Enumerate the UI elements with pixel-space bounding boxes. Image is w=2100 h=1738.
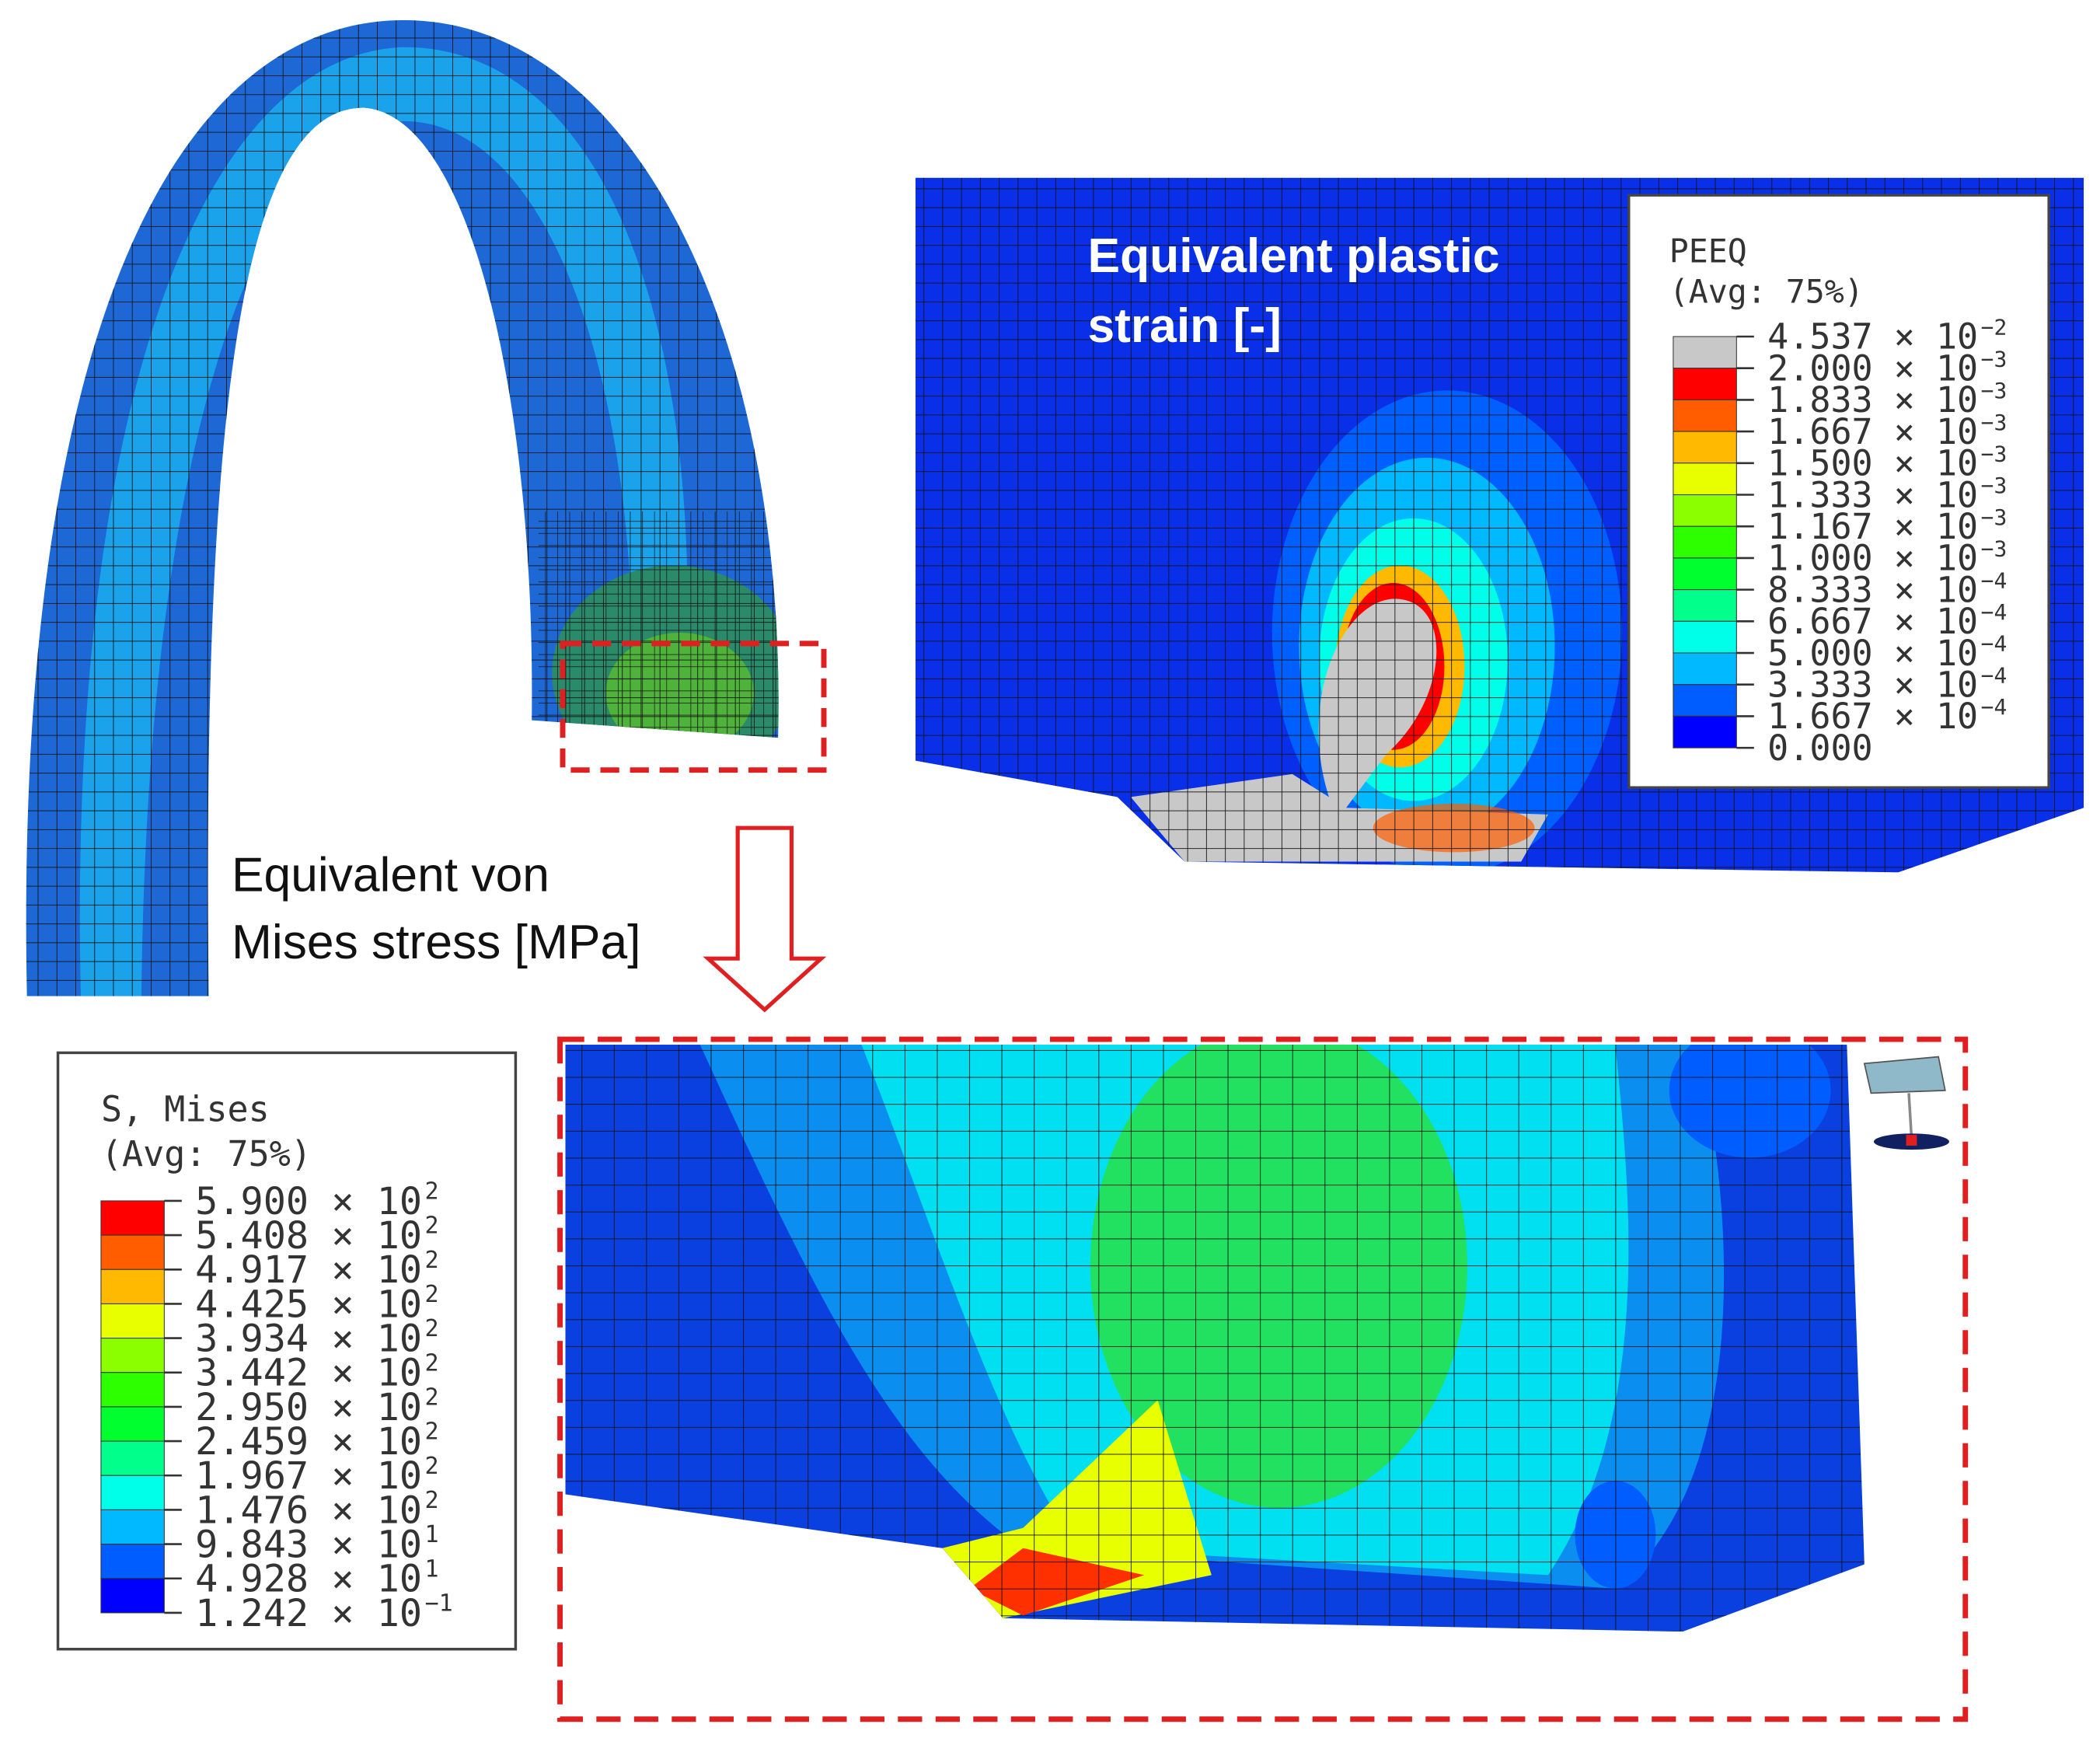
legend-band xyxy=(100,1406,165,1442)
legend-band xyxy=(100,1200,165,1236)
legend-band xyxy=(1673,589,1737,622)
legend-label: 0.000 xyxy=(1767,728,1873,769)
legend-band xyxy=(1673,620,1737,654)
strain-label: Equivalent plastic xyxy=(1087,229,1499,283)
legend-label: 1.967 × 10 xyxy=(195,1454,422,1498)
legend-subtitle: (Avg: 75%) xyxy=(101,1133,312,1174)
legend-exponent: 2 xyxy=(425,1384,439,1412)
legend-band xyxy=(1673,684,1737,717)
legend-band xyxy=(100,1338,165,1373)
legend-exponent: 2 xyxy=(425,1349,439,1377)
stress-label: Equivalent von xyxy=(232,849,549,902)
stress-model xyxy=(565,1045,1865,1632)
legend-exponent: −1 xyxy=(425,1590,453,1617)
legend-exponent: 2 xyxy=(425,1247,439,1274)
legend-label: 1.000 × 10 xyxy=(1767,538,1978,579)
legend-label: 3.442 × 10 xyxy=(195,1352,422,1395)
zoom-box xyxy=(557,1036,1969,1722)
legend-label: 1.476 × 10 xyxy=(195,1488,422,1532)
legend-band xyxy=(100,1372,165,1408)
legend-band xyxy=(100,1303,165,1339)
legend-exponent: −3 xyxy=(1981,346,2008,372)
legend-label: 1.667 × 10 xyxy=(1767,411,1978,452)
legend-exponent: 2 xyxy=(425,1453,439,1480)
legend-band xyxy=(1673,462,1737,496)
legend-label: 2.459 × 10 xyxy=(195,1420,422,1464)
legend-exponent: 2 xyxy=(425,1281,439,1308)
legend-exponent: −3 xyxy=(1981,441,2008,467)
legend-label: 5.000 × 10 xyxy=(1767,633,1978,674)
strain-label: strain [-] xyxy=(1087,299,1281,353)
legend-label: 2.000 × 10 xyxy=(1767,347,1978,389)
legend-band xyxy=(1673,368,1737,400)
legend-exponent: −3 xyxy=(1981,536,2008,562)
zoom-box xyxy=(560,640,827,773)
legend-label: 3.934 × 10 xyxy=(195,1317,422,1361)
mises-legend: S, Mises (Avg: 75%) 5.900 × 10 25.408 × 1… xyxy=(56,1051,518,1651)
legend-label: 5.408 × 10 xyxy=(195,1214,422,1258)
legend-band xyxy=(1673,399,1737,432)
legend-label: 1.500 × 10 xyxy=(1767,443,1978,484)
legend-exponent: 2 xyxy=(425,1315,439,1342)
legend-band xyxy=(100,1475,165,1510)
legend-label: 6.667 × 10 xyxy=(1767,601,1978,642)
legend-exponent: 1 xyxy=(425,1521,439,1548)
legend-exponent: −4 xyxy=(1981,567,2008,593)
legend-subtitle: (Avg: 75%) xyxy=(1669,273,1864,311)
legend-band xyxy=(1673,525,1737,559)
legend-exponent: −4 xyxy=(1981,694,2008,720)
legend-label: 2.950 × 10 xyxy=(195,1386,422,1429)
legend-exponent: −3 xyxy=(1981,378,2008,403)
legend-exponent: 2 xyxy=(425,1419,439,1446)
legend-band xyxy=(1673,431,1737,464)
legend-band xyxy=(1673,336,1737,369)
orientation-triad xyxy=(1863,1056,1949,1150)
legend-band xyxy=(1673,652,1737,686)
legend-band xyxy=(1673,494,1737,527)
legend-band xyxy=(100,1544,165,1579)
legend-label: 5.900 × 10 xyxy=(195,1180,422,1223)
legend-label: 8.333 × 10 xyxy=(1767,569,1978,610)
legend-band xyxy=(1673,557,1737,591)
legend-band xyxy=(1673,715,1737,749)
legend-exponent: 1 xyxy=(425,1555,439,1583)
legend-exponent: −4 xyxy=(1981,662,2008,688)
legend-band xyxy=(100,1578,165,1614)
legend-exponent: 2 xyxy=(425,1213,439,1240)
legend-exponent: −3 xyxy=(1981,410,2008,435)
legend-exponent: −4 xyxy=(1981,599,2008,625)
legend-label: 4.917 × 10 xyxy=(195,1248,422,1292)
legend-band xyxy=(100,1269,165,1304)
legend-exponent: −3 xyxy=(1981,473,2008,498)
legend-label: 9.843 × 10 xyxy=(195,1523,422,1567)
legend-band xyxy=(100,1234,165,1270)
legend-exponent: 2 xyxy=(425,1487,439,1514)
legend-label: 1.167 × 10 xyxy=(1767,506,1978,547)
legend-label: 1.833 × 10 xyxy=(1767,379,1978,421)
legend-label: 1.333 × 10 xyxy=(1767,474,1978,515)
legend-label: 1.667 × 10 xyxy=(1767,696,1978,737)
legend-exponent: −4 xyxy=(1981,631,2008,657)
legend-exponent: 2 xyxy=(425,1178,439,1206)
legend-exponent: −3 xyxy=(1981,504,2008,530)
legend-exponent: −2 xyxy=(1981,315,2008,340)
legend-label: 3.333 × 10 xyxy=(1767,664,1978,705)
arrow xyxy=(703,825,827,1013)
legend-band xyxy=(100,1440,165,1476)
legend-title: PEEQ xyxy=(1669,232,1747,270)
legend-band xyxy=(100,1509,165,1545)
stress-label: Mises stress [MPa] xyxy=(232,916,641,969)
legend-title: S, Mises xyxy=(101,1089,270,1130)
legend-label: 4.425 × 10 xyxy=(195,1283,422,1326)
peeq-legend: PEEQ (Avg: 75%) 4.537 × 10 −22.000 × 10 −3… xyxy=(1627,194,2050,789)
legend-label: 4.928 × 10 xyxy=(195,1558,422,1601)
legend-label: 4.537 × 10 xyxy=(1767,316,1978,358)
legend-label: 1.242 × 10 xyxy=(195,1592,422,1635)
